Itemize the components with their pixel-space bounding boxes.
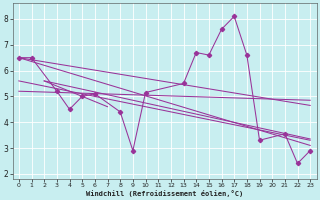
X-axis label: Windchill (Refroidissement éolien,°C): Windchill (Refroidissement éolien,°C) xyxy=(86,190,243,197)
